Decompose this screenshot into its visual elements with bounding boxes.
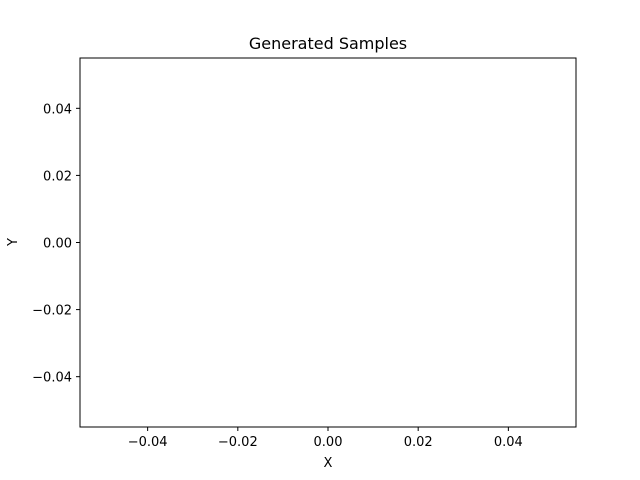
y-tick-label: 0.02: [43, 169, 72, 184]
y-tick-label: −0.02: [32, 304, 72, 319]
x-tick-label: 0.04: [494, 435, 523, 450]
x-tick-label: 0.00: [314, 435, 343, 450]
x-axis-label: X: [324, 456, 333, 471]
y-tick-label: −0.04: [32, 371, 72, 386]
y-tick-label: 0.04: [43, 102, 72, 117]
y-axis-label: Y: [6, 238, 21, 247]
y-axis: −0.04 −0.02 0.00 0.02 0.04: [32, 102, 80, 386]
x-tick-label: −0.02: [218, 435, 258, 450]
x-tick-label: −0.04: [128, 435, 168, 450]
plot-area: [79, 57, 577, 428]
plot-background: [80, 58, 576, 427]
chart-title: Generated Samples: [249, 34, 407, 53]
y-tick-label: 0.00: [43, 237, 72, 252]
x-tick-label: 0.02: [404, 435, 433, 450]
x-axis: −0.04 −0.02 0.00 0.02 0.04: [128, 427, 523, 450]
